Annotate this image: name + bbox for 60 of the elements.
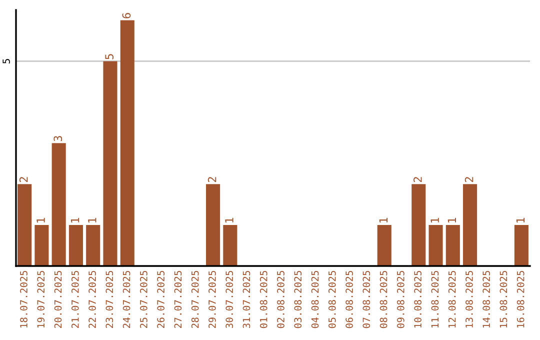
x-tick-label: 04.08.2025 [311, 270, 319, 328]
data-label: 2 [464, 177, 474, 182]
x-tick-label: 25.07.2025 [140, 270, 148, 328]
x-tick-label: 15.08.2025 [500, 270, 508, 328]
bar [34, 225, 49, 266]
bar [206, 184, 220, 266]
bar [412, 184, 426, 266]
x-tick-label: 10.08.2025 [414, 270, 422, 328]
x-tick-label: 20.07.2025 [54, 270, 62, 328]
x-tick-label: 14.08.2025 [482, 270, 490, 328]
x-tick-label: 22.07.2025 [88, 270, 96, 328]
data-label: 1 [36, 218, 45, 222]
data-label: 3 [54, 136, 62, 142]
x-tick-label: 16.08.2025 [516, 270, 524, 328]
x-tick-label: 21.07.2025 [71, 270, 79, 328]
data-label: 5 [105, 54, 114, 60]
bar [223, 225, 238, 266]
x-tick-label: 07.08.2025 [362, 270, 370, 328]
x-tick-label: 28.07.2025 [191, 270, 199, 328]
x-tick-label: 27.07.2025 [174, 270, 182, 328]
bar [52, 143, 66, 266]
x-tick-label: 23.07.2025 [106, 270, 114, 328]
data-label: 1 [448, 218, 456, 222]
x-tick-label: 18.07.2025 [20, 270, 28, 328]
bar [120, 20, 134, 266]
data-label: 6 [122, 13, 131, 18]
bar [68, 225, 83, 266]
x-tick-label: 05.08.2025 [328, 270, 336, 328]
data-label: 1 [379, 218, 388, 222]
x-tick-label: 26.07.2025 [157, 270, 164, 328]
data-label: 2 [208, 177, 216, 182]
bar [103, 61, 118, 266]
x-tick-label: 09.08.2025 [396, 270, 404, 328]
x-tick-label: 29.07.2025 [208, 270, 216, 328]
x-tick-label: 11.08.2025 [431, 270, 439, 328]
x-tick-label: 12.08.2025 [448, 270, 456, 328]
data-label: 1 [88, 218, 96, 222]
bar [18, 184, 32, 266]
bar [446, 225, 460, 266]
x-tick-label: 08.08.2025 [380, 270, 388, 328]
x-tick-label: 13.08.2025 [466, 270, 473, 328]
x-tick-label: 19.07.2025 [37, 270, 45, 328]
bar [514, 225, 528, 266]
data-label: 1 [516, 218, 525, 222]
data-label: 2 [19, 177, 28, 182]
x-tick-label: 31.07.2025 [242, 270, 250, 328]
bar [377, 225, 392, 266]
x-tick-label: 30.07.2025 [226, 270, 234, 328]
bar [86, 225, 100, 266]
x-tick-label: 06.08.2025 [346, 270, 353, 328]
data-label: 2 [413, 177, 422, 182]
x-tick-label: 03.08.2025 [294, 270, 302, 328]
x-tick-label: 24.07.2025 [122, 270, 130, 328]
bar [463, 184, 478, 266]
x-tick-label: 01.08.2025 [260, 270, 268, 328]
data-label: 1 [430, 218, 439, 222]
x-tick-label: 02.08.2025 [277, 270, 284, 328]
bar [428, 225, 443, 266]
data-label: 1 [225, 218, 234, 222]
data-label: 1 [70, 218, 80, 222]
